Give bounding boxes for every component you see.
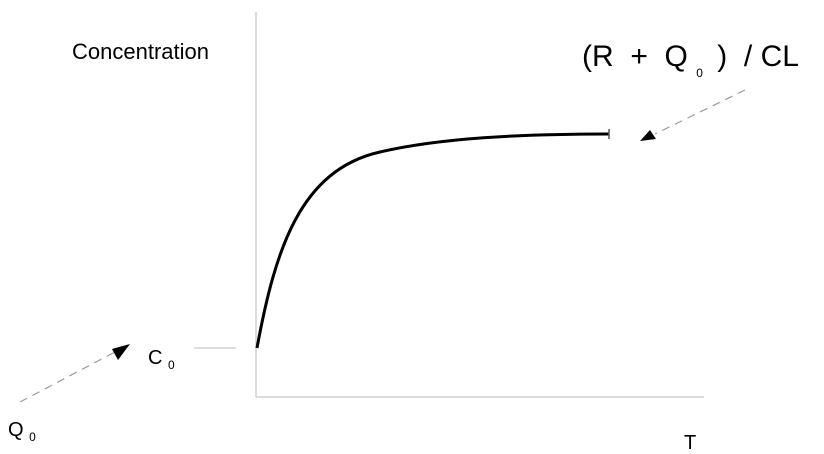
c0-subscript: 0: [168, 358, 175, 372]
x-axis-title: T: [684, 432, 696, 454]
concentration-curve: [255, 132, 610, 349]
formula-open: (R + Q: [582, 40, 688, 73]
c0-arrowhead-icon: [112, 344, 130, 360]
plateau-arrowhead-icon: [640, 130, 656, 141]
c0-label: C 0: [148, 347, 175, 372]
q0-base: Q: [8, 419, 24, 441]
q0-subscript: 0: [29, 430, 36, 444]
c0-pointer-line: [19, 351, 116, 403]
plateau-pointer-line: [654, 89, 746, 135]
y-axis-title: Concentration: [72, 39, 209, 64]
c0-base: C: [148, 347, 162, 369]
plateau-formula: (R + Q 0 ) / CL: [582, 40, 799, 84]
q0-label: Q 0: [8, 419, 36, 444]
formula-subscript: 0: [696, 66, 703, 80]
formula-close: ) / CL: [717, 40, 799, 73]
